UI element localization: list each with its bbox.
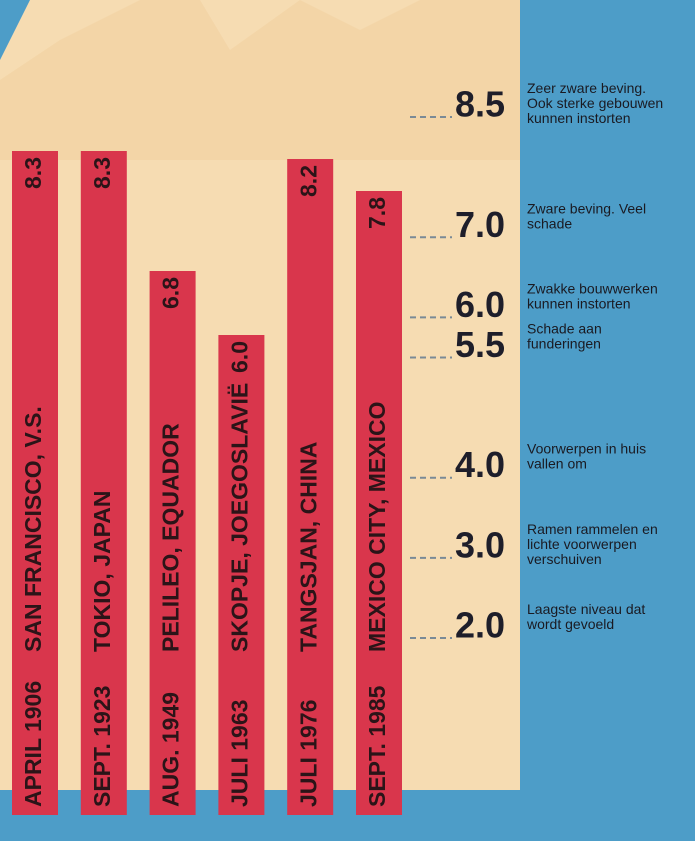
- bar-labels: SEPT. 1923 TOKIO, JAPAN 8.3: [89, 157, 115, 807]
- bar-labels: JULI 1976 TANGSJAN, CHINA 8.2: [295, 165, 321, 807]
- bar-labels: AUG. 1949 PELILEO, EQUADOR 6.8: [158, 277, 184, 807]
- tick-description: Schade aan funderingen: [527, 320, 602, 351]
- bar-date: APRIL 1906: [20, 681, 46, 807]
- bar-value-label: 8.3: [20, 157, 46, 189]
- bar-place: SKOPJE, JOEGOSLAVIË: [226, 383, 252, 652]
- y-tick-label: 2.0: [455, 605, 505, 646]
- y-tick-label: 8.5: [455, 84, 505, 125]
- bar: [218, 335, 265, 815]
- bar-value-label: 6.8: [158, 277, 184, 309]
- bar-labels: APRIL 1906 SAN FRANCISCO, V.S. 8.3: [20, 157, 46, 807]
- tick-description: Voorwerpen in huis vallen om: [527, 441, 646, 472]
- y-tick-label: 5.5: [455, 324, 505, 365]
- tick-description: Laagste niveau dat wordt gevoeld: [526, 601, 645, 632]
- bar: [149, 271, 196, 815]
- bar-place: SAN FRANCISCO, V.S.: [20, 406, 46, 652]
- bar: [287, 159, 334, 815]
- bar: [80, 151, 127, 815]
- bar-date: JULI 1976: [295, 700, 321, 807]
- bar-value-label: 7.8: [364, 197, 390, 229]
- tick-description: Zwakke bouwwerken kunnen instorten: [527, 280, 658, 311]
- bar: [12, 151, 58, 815]
- y-tick-label: 4.0: [455, 444, 505, 485]
- y-tick-label: 3.0: [455, 524, 505, 565]
- bar: [356, 191, 402, 815]
- tick-description: Zeer zware beving. Ook sterke gebouwen kun…: [527, 80, 663, 126]
- bar-date: AUG. 1949: [158, 692, 184, 807]
- tick-description: Zware beving. Veel schade: [527, 200, 646, 231]
- bar-place: PELILEO, EQUADOR: [158, 423, 184, 652]
- bar-date: SEPT. 1923: [89, 686, 115, 807]
- bar-date: JULI 1963: [226, 700, 252, 807]
- bar-value-label: 8.3: [89, 157, 115, 189]
- bar-labels: JULI 1963 SKOPJE, JOEGOSLAVIË 6.0: [226, 341, 252, 807]
- roofline: [0, 0, 520, 160]
- bar-place: TANGSJAN, CHINA: [295, 442, 321, 652]
- bar-date: SEPT. 1985: [364, 685, 390, 807]
- bar-value-label: 8.2: [295, 165, 321, 197]
- y-tick-label: 7.0: [455, 204, 505, 245]
- y-tick-label: 6.0: [455, 284, 505, 325]
- bar-labels: SEPT. 1985 MEXICO CITY, MEXICO 7.8: [364, 197, 390, 807]
- tick-description: Ramen rammelen en lichte voorwerpen versch…: [527, 521, 658, 567]
- bar-place: MEXICO CITY, MEXICO: [364, 402, 390, 652]
- bar-value-label: 6.0: [226, 341, 252, 373]
- bar-place: TOKIO, JAPAN: [89, 491, 115, 652]
